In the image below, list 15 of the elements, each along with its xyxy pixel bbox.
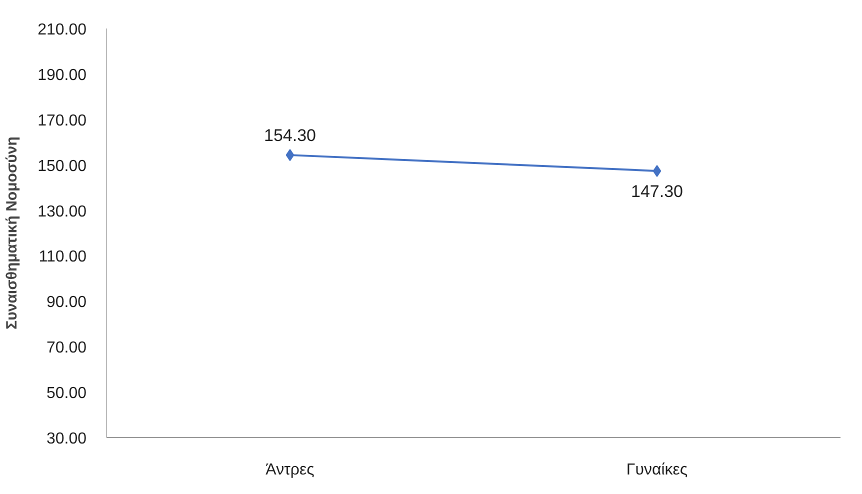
y-tick-label: 110.00 <box>38 248 87 266</box>
y-tick-label: 210.00 <box>38 22 87 38</box>
y-tick-label: 70.00 <box>46 340 87 357</box>
y-tick-label: 130.00 <box>38 203 87 220</box>
y-tick-label: 170.00 <box>38 112 87 130</box>
y-tick-label: 190.00 <box>38 66 87 84</box>
data-label: 154.30 <box>264 126 316 146</box>
x-tick-label: Γυναίκες <box>626 462 688 478</box>
y-axis-title: Συναισθηματική Νομοσύνη <box>4 136 21 330</box>
x-tick-label: Άντρες <box>266 462 315 478</box>
y-tick-label: 150.00 <box>38 158 87 175</box>
y-tick-label: 90.00 <box>46 294 87 312</box>
y-tick-label: 50.00 <box>46 385 87 402</box>
data-label: 147.30 <box>631 182 683 201</box>
y-tick-label: 30.00 <box>46 430 87 448</box>
